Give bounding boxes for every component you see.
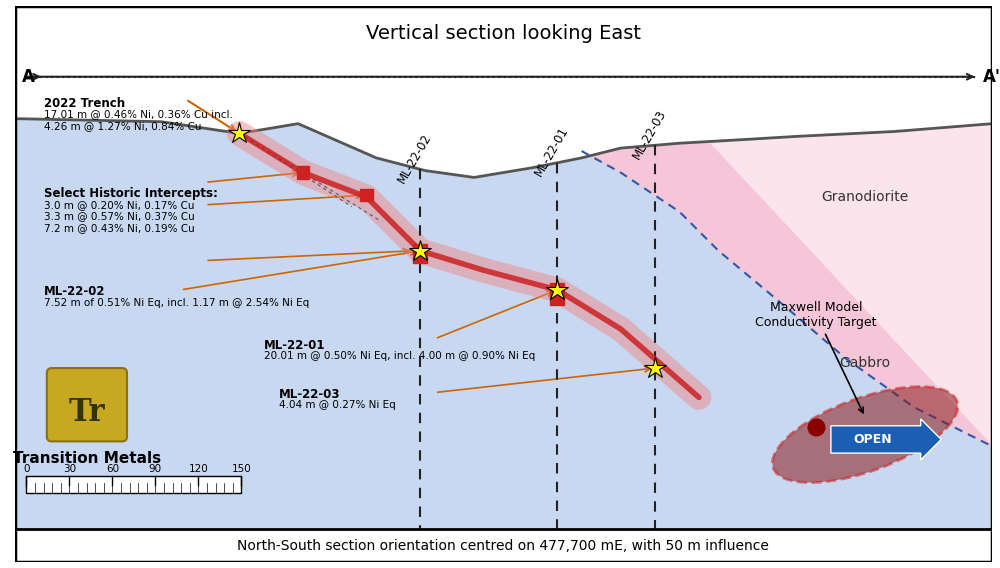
Bar [550, 283, 564, 304]
Text: Transition Metals: Transition Metals [13, 451, 161, 466]
Text: A: A [22, 68, 35, 86]
Polygon shape [582, 6, 992, 446]
Bar [15, 529, 992, 562]
Text: 150: 150 [232, 463, 251, 474]
Text: ML-22-03: ML-22-03 [279, 387, 340, 400]
Text: 120: 120 [188, 463, 208, 474]
Text: 60: 60 [106, 463, 119, 474]
Text: 2022 Trench: 2022 Trench [44, 97, 125, 110]
Text: ML-22-01: ML-22-01 [264, 339, 325, 352]
Text: Select Historic Intercepts:: Select Historic Intercepts: [44, 187, 218, 200]
Text: Gabbro: Gabbro [840, 356, 891, 370]
Text: North-South section orientation centred on 477,700 mE, with 50 m influence: North-South section orientation centred … [237, 539, 769, 553]
FancyBboxPatch shape [831, 419, 941, 460]
Bar [413, 244, 427, 264]
Text: Maxwell Model
Conductivity Target: Maxwell Model Conductivity Target [755, 301, 877, 413]
Bar [26, 475, 241, 493]
Text: 7.52 m of 0.51% Ni Eq, incl. 1.17 m @ 2.54% Ni Eq: 7.52 m of 0.51% Ni Eq, incl. 1.17 m @ 2.… [44, 298, 309, 308]
Text: 20.01 m @ 0.50% Ni Eq, incl. 4.00 m @ 0.90% Ni Eq: 20.01 m @ 0.50% Ni Eq, incl. 4.00 m @ 0.… [264, 352, 535, 361]
Text: A': A' [982, 68, 1000, 86]
Ellipse shape [772, 387, 958, 483]
Text: ML-22-02: ML-22-02 [44, 285, 105, 298]
Text: OPEN: OPEN [854, 433, 892, 446]
Text: Granodiorite: Granodiorite [821, 190, 909, 204]
Text: 17.01 m @ 0.46% Ni, 0.36% Cu incl.
4.26 m @ 1.27% Ni, 0.84% Cu: 17.01 m @ 0.46% Ni, 0.36% Cu incl. 4.26 … [44, 109, 233, 131]
Text: 4.04 m @ 0.27% Ni Eq: 4.04 m @ 0.27% Ni Eq [279, 400, 395, 410]
Text: 3.0 m @ 0.20% Ni, 0.17% Cu
3.3 m @ 0.57% Ni, 0.37% Cu
7.2 m @ 0.43% Ni, 0.19% Cu: 3.0 m @ 0.20% Ni, 0.17% Cu 3.3 m @ 0.57%… [44, 200, 195, 233]
Text: ML-22-02: ML-22-02 [395, 131, 434, 185]
Text: ML-22-03: ML-22-03 [630, 107, 669, 161]
Text: ML-22-01: ML-22-01 [532, 124, 571, 179]
Text: 90: 90 [149, 463, 162, 474]
FancyBboxPatch shape [47, 368, 127, 441]
Text: 0: 0 [23, 463, 30, 474]
Text: Vertical section looking East: Vertical section looking East [366, 24, 641, 43]
Text: 30: 30 [63, 463, 76, 474]
Text: Tr: Tr [69, 396, 105, 428]
Polygon shape [15, 6, 992, 177]
Polygon shape [15, 119, 992, 562]
